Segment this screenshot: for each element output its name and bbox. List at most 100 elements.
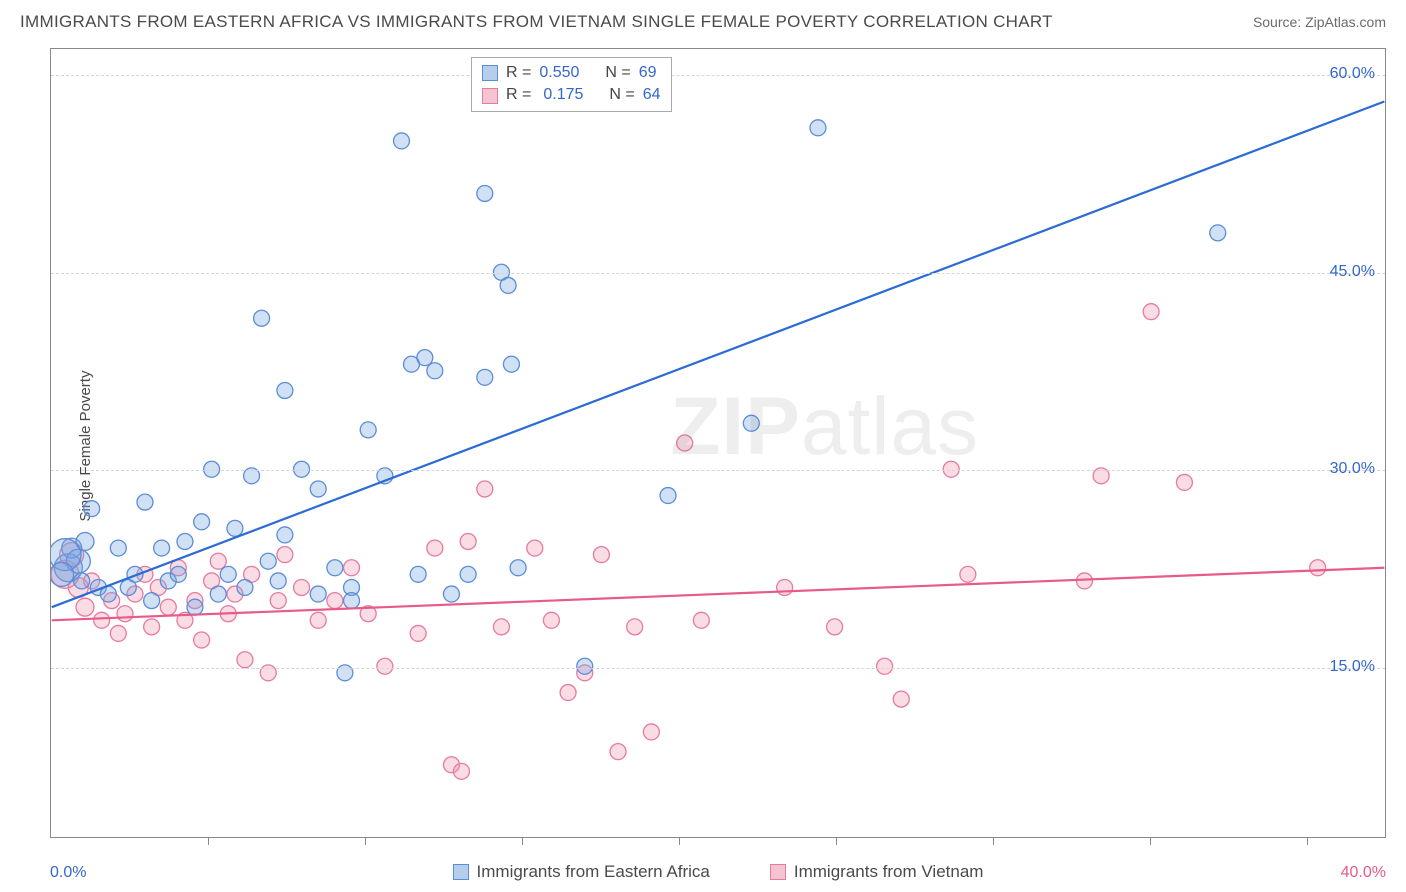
point-a xyxy=(344,593,360,609)
point-a xyxy=(503,356,519,372)
y-tick-label: 30.0% xyxy=(1330,460,1385,478)
point-b xyxy=(677,435,693,451)
point-a xyxy=(1210,225,1226,241)
x-tick xyxy=(522,837,523,845)
point-a xyxy=(410,566,426,582)
swatch-b-icon xyxy=(770,864,786,880)
point-a xyxy=(74,573,90,589)
point-a xyxy=(277,527,293,543)
x-tick xyxy=(1307,837,1308,845)
x-tick xyxy=(1150,837,1151,845)
plot-area: ZIPatlas R = 0.550 N = 69 R = 0.175 N = … xyxy=(50,48,1386,838)
point-a xyxy=(227,520,243,536)
point-b xyxy=(460,534,476,550)
series-a-name: Immigrants from Eastern Africa xyxy=(477,862,710,882)
legend-item-b: Immigrants from Vietnam xyxy=(770,862,984,882)
point-b xyxy=(270,593,286,609)
point-a xyxy=(204,461,220,477)
point-a xyxy=(170,566,186,582)
point-a xyxy=(660,488,676,504)
point-a xyxy=(500,277,516,293)
point-a xyxy=(237,579,253,595)
point-a xyxy=(394,133,410,149)
y-tick-label: 45.0% xyxy=(1330,263,1385,281)
point-b xyxy=(377,658,393,674)
point-a xyxy=(270,573,286,589)
point-b xyxy=(943,461,959,477)
point-b xyxy=(453,763,469,779)
point-a xyxy=(477,185,493,201)
point-a xyxy=(294,461,310,477)
point-b xyxy=(237,652,253,668)
point-b xyxy=(1176,474,1192,490)
point-b xyxy=(527,540,543,556)
point-b xyxy=(560,685,576,701)
point-b xyxy=(777,579,793,595)
point-a xyxy=(144,593,160,609)
point-b xyxy=(693,612,709,628)
point-a xyxy=(577,658,593,674)
point-b xyxy=(593,547,609,563)
swatch-b xyxy=(482,88,498,104)
point-b xyxy=(893,691,909,707)
point-a xyxy=(427,363,443,379)
point-a xyxy=(137,494,153,510)
point-a xyxy=(76,533,94,551)
scatter-svg xyxy=(51,49,1385,837)
gridline xyxy=(51,75,1385,76)
x-tick xyxy=(679,837,680,845)
point-b xyxy=(160,599,176,615)
point-a xyxy=(510,560,526,576)
point-b xyxy=(1310,560,1326,576)
y-tick-label: 15.0% xyxy=(1330,658,1385,676)
gridline xyxy=(51,470,1385,471)
point-b xyxy=(344,560,360,576)
point-a xyxy=(477,369,493,385)
point-b xyxy=(210,553,226,569)
point-b xyxy=(194,632,210,648)
point-b xyxy=(477,481,493,497)
stats-row-a: R = 0.550 N = 69 xyxy=(482,62,661,84)
point-b xyxy=(327,593,343,609)
point-a xyxy=(110,540,126,556)
point-b xyxy=(877,658,893,674)
gridline xyxy=(51,273,1385,274)
x-tick xyxy=(993,837,994,845)
point-a xyxy=(310,586,326,602)
swatch-a xyxy=(482,65,498,81)
chart-title: IMMIGRANTS FROM EASTERN AFRICA VS IMMIGR… xyxy=(20,12,1053,32)
point-a xyxy=(254,310,270,326)
point-b xyxy=(94,612,110,628)
x-tick xyxy=(365,837,366,845)
x-tick xyxy=(208,837,209,845)
point-a xyxy=(743,415,759,431)
point-a xyxy=(360,422,376,438)
point-a xyxy=(194,514,210,530)
point-b xyxy=(427,540,443,556)
point-a xyxy=(277,382,293,398)
gridline xyxy=(51,668,1385,669)
point-a xyxy=(51,562,74,586)
point-a xyxy=(327,560,343,576)
point-b xyxy=(960,566,976,582)
point-b xyxy=(117,606,133,622)
source-label: Source: ZipAtlas.com xyxy=(1253,14,1386,30)
legend-item-a: Immigrants from Eastern Africa xyxy=(453,862,710,882)
point-a xyxy=(260,553,276,569)
point-b xyxy=(277,547,293,563)
point-b xyxy=(543,612,559,628)
point-a xyxy=(220,566,236,582)
stats-legend: R = 0.550 N = 69 R = 0.175 N = 64 xyxy=(471,57,672,112)
point-a xyxy=(210,586,226,602)
point-a xyxy=(154,540,170,556)
x-tick xyxy=(836,837,837,845)
series-b-name: Immigrants from Vietnam xyxy=(794,862,984,882)
point-b xyxy=(144,619,160,635)
swatch-a-icon xyxy=(453,864,469,880)
header-row: IMMIGRANTS FROM EASTERN AFRICA VS IMMIGR… xyxy=(0,0,1406,40)
point-b xyxy=(1143,304,1159,320)
point-a xyxy=(84,501,100,517)
point-a xyxy=(810,120,826,136)
point-b xyxy=(310,612,326,628)
point-a xyxy=(177,534,193,550)
